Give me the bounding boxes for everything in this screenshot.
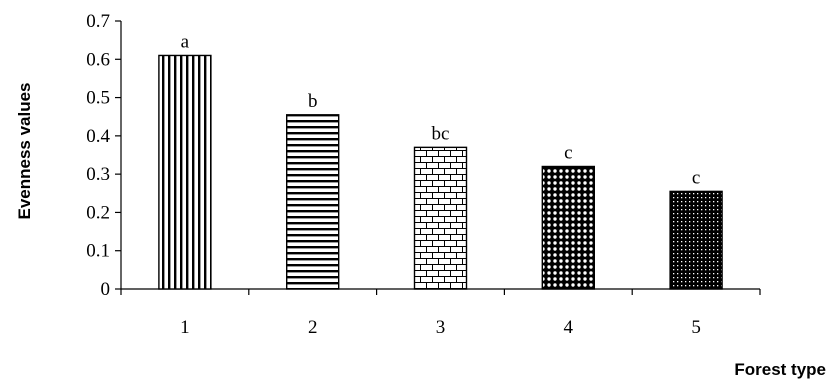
bar-data-label: bc — [432, 123, 450, 144]
y-tick-label: 0.7 — [86, 11, 110, 32]
bars — [158, 54, 723, 290]
bar-4 — [541, 165, 595, 290]
y-axis: 0 0.1 0.2 0.3 0.4 0.5 0.6 0.7 — [86, 11, 122, 300]
bar-5 — [669, 190, 723, 290]
x-tick-label: 4 — [564, 317, 574, 338]
x-axis-title: Forest type — [734, 360, 826, 379]
bar-data-label: c — [692, 167, 700, 188]
bar-data-label: b — [308, 91, 318, 112]
bar-data-label: c — [564, 142, 572, 163]
y-tick-label: 0.2 — [86, 202, 110, 223]
y-axis-title: Evenness values — [15, 82, 34, 219]
bar-2 — [286, 114, 340, 290]
y-tick-label: 0.6 — [86, 49, 110, 70]
x-tick-label: 5 — [691, 317, 701, 338]
x-tick-label: 2 — [308, 317, 318, 338]
bar-1 — [158, 54, 212, 290]
data-labels: a b bc c c — [181, 31, 701, 188]
x-axis: 1 2 3 4 5 — [120, 288, 761, 338]
x-tick-label: 3 — [436, 317, 446, 338]
y-tick-label: 0.4 — [86, 126, 110, 147]
y-tick-label: 0.5 — [86, 88, 110, 109]
x-tick-label: 1 — [180, 317, 190, 338]
bar-data-label: a — [181, 31, 190, 52]
bar-3 — [413, 146, 468, 290]
y-tick-label: 0 — [101, 279, 111, 300]
y-tick-label: 0.3 — [86, 164, 110, 185]
y-tick-label: 0.1 — [86, 241, 110, 262]
